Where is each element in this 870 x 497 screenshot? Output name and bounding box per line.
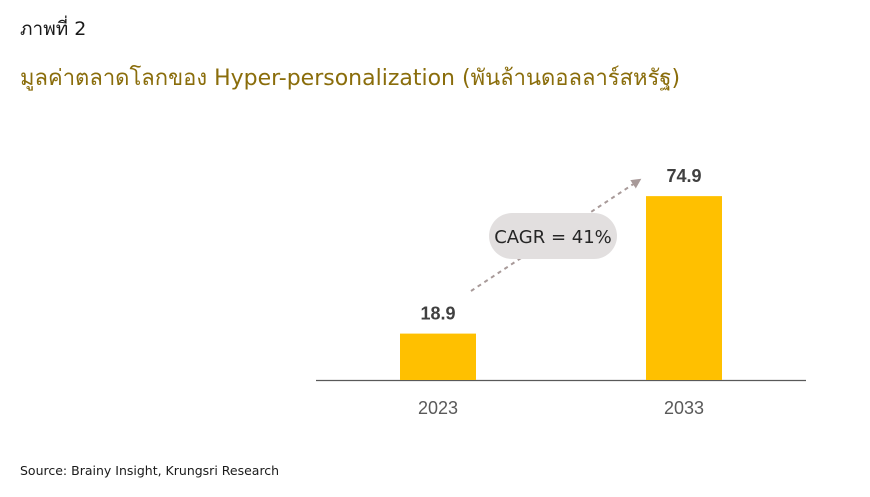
cagr-annotation-box <box>489 213 617 259</box>
x-tick-label-2023: 2023 <box>418 398 458 418</box>
data-label-2033: 74.9 <box>666 166 701 186</box>
data-label-2023: 18.9 <box>420 304 455 324</box>
x-tick-label-2033: 2033 <box>664 398 704 418</box>
figure-label: ภาพที่ 2 <box>20 18 87 40</box>
cagr-annotation: CAGR = 41% <box>489 213 617 259</box>
cagr-annotation-text: CAGR = 41% <box>494 227 612 248</box>
chart-title: มูลค่าตลาดโลกของ Hyper-personalization (… <box>20 66 681 91</box>
bar-2023 <box>400 333 476 380</box>
source-note: Source: Brainy Insight, Krungsri Researc… <box>20 463 280 478</box>
bar-2033 <box>646 196 722 380</box>
